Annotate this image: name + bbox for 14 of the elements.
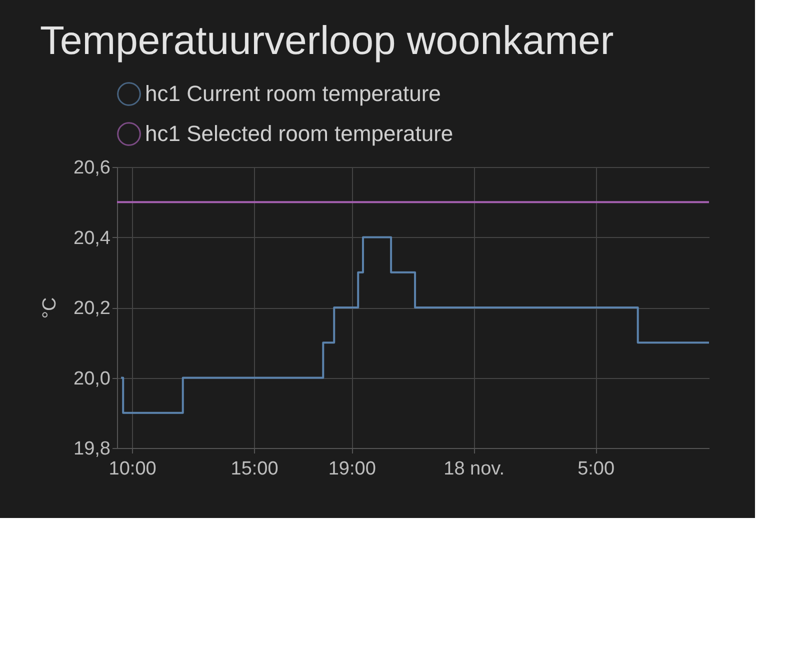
x-tick-label: 19:00 [328, 458, 376, 480]
x-tick-label: 15:00 [230, 458, 278, 480]
legend-label: hc1 Selected room temperature [145, 121, 454, 146]
x-tick-label: 5:00 [578, 458, 615, 480]
x-tick-label: 10:00 [108, 458, 156, 480]
y-axis-title: °C [40, 297, 61, 319]
y-tick-label: 20,6 [74, 158, 110, 178]
x-tick-label: 18 nov. [444, 458, 505, 480]
y-tick-label: 20,2 [74, 298, 110, 319]
y-tick-label: 20,4 [74, 228, 111, 249]
chart-title: Temperatuurverloop woonkamer [40, 19, 614, 63]
y-tick-label: 19,8 [74, 438, 110, 460]
y-tick-label: 20,0 [74, 368, 110, 390]
legend-label: hc1 Current room temperature [145, 81, 441, 106]
